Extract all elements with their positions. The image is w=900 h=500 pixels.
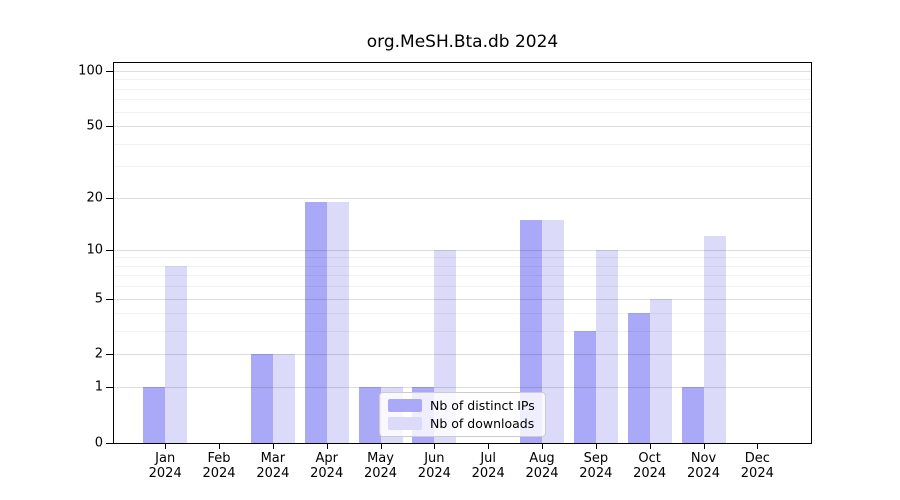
x-tick-mark-aug — [542, 444, 543, 449]
y-tick-label-0: 0 — [94, 435, 103, 451]
x-tick-year: 2024 — [633, 466, 667, 481]
x-tick-label-may: May 2024 — [354, 451, 408, 481]
y-tick-label-50: 50 — [86, 118, 103, 134]
y-tick-label-20: 20 — [86, 190, 103, 206]
x-tick-month: Jul — [480, 451, 497, 466]
legend-item-distinct-ips: Nb of distinct IPs — [388, 398, 537, 413]
x-tick-year: 2024 — [417, 466, 451, 481]
y-tick-mark-2 — [106, 354, 113, 356]
x-tick-label-mar: Mar 2024 — [246, 451, 300, 481]
x-tick-year: 2024 — [579, 466, 613, 481]
bar-nov-downloads — [703, 236, 726, 443]
x-tick-label-jul: Jul 2024 — [461, 451, 515, 481]
y-tick-label-100: 100 — [78, 63, 103, 79]
x-tick-year: 2024 — [471, 466, 505, 481]
x-tick-month: May — [367, 451, 394, 466]
x-tick-label-aug: Aug 2024 — [515, 451, 569, 481]
legend-swatch-distinct-ips-icon — [388, 399, 422, 412]
x-tick-label-jun: Jun 2024 — [407, 451, 461, 481]
x-tick-month: Nov — [690, 451, 717, 466]
y-tick-mark-20 — [106, 197, 113, 199]
x-tick-label-jan: Jan 2024 — [138, 451, 192, 481]
y-tick-mark-100 — [106, 71, 113, 73]
y-tick-mark-1 — [106, 387, 113, 389]
y-tick-mark-10 — [106, 249, 113, 251]
y-tick-label-10: 10 — [86, 242, 103, 258]
bar-apr-distinct-ips — [304, 201, 327, 443]
x-tick-month: Mar — [260, 451, 286, 466]
y-tick-mark-50 — [106, 126, 113, 128]
chart-title: org.MeSH.Bta.db 2024 — [366, 32, 559, 52]
x-tick-label-sep: Sep 2024 — [569, 451, 623, 481]
x-tick-month: Feb — [207, 451, 231, 466]
bar-nov-distinct-ips — [681, 387, 704, 443]
x-tick-month: Dec — [744, 451, 770, 466]
legend-label-downloads: Nb of downloads — [430, 416, 535, 431]
x-tick-year: 2024 — [256, 466, 290, 481]
x-tick-mark-jun — [434, 444, 436, 449]
y-tick-mark-5 — [106, 298, 113, 300]
x-tick-mark-jul — [488, 444, 490, 449]
x-tick-month: Sep — [583, 451, 609, 466]
x-tick-month: Jun — [424, 451, 445, 466]
x-tick-mark-oct — [649, 444, 651, 449]
bar-mar-distinct-ips — [250, 354, 273, 443]
legend: Nb of distinct IPs Nb of downloads — [379, 392, 546, 437]
x-tick-year: 2024 — [525, 466, 559, 481]
x-tick-year: 2024 — [310, 466, 344, 481]
bar-jan-downloads — [165, 265, 188, 443]
plot-area: Nb of distinct IPs Nb of downloads — [113, 62, 812, 444]
legend-item-downloads: Nb of downloads — [388, 416, 537, 431]
x-tick-year: 2024 — [202, 466, 236, 481]
x-tick-month: Jan — [155, 451, 176, 466]
bar-jan-distinct-ips — [143, 387, 166, 443]
y-tick-label-2: 2 — [94, 346, 103, 362]
y-tick-mark-0 — [106, 443, 113, 444]
x-tick-month: Aug — [529, 451, 555, 466]
bar-sep-distinct-ips — [573, 331, 596, 443]
y-tick-label-1: 1 — [94, 379, 103, 395]
y-tick-label-5: 5 — [94, 291, 103, 307]
bar-aug-downloads — [542, 219, 564, 443]
x-tick-year: 2024 — [686, 466, 721, 481]
x-tick-mark-sep — [595, 444, 597, 449]
x-tick-mark-may — [380, 444, 382, 449]
bar-oct-downloads — [649, 298, 672, 443]
x-tick-mark-mar — [272, 444, 274, 449]
x-tick-month: Apr — [315, 451, 338, 466]
x-tick-mark-jan — [165, 444, 167, 449]
x-tick-label-feb: Feb 2024 — [192, 451, 246, 481]
legend-swatch-downloads-icon — [388, 417, 422, 430]
bar-apr-downloads — [326, 201, 349, 443]
legend-label-distinct-ips: Nb of distinct IPs — [430, 398, 535, 413]
x-tick-label-dec: Dec 2024 — [730, 451, 784, 481]
bar-sep-downloads — [595, 249, 618, 443]
x-tick-mark-apr — [326, 444, 328, 449]
x-tick-year: 2024 — [148, 466, 182, 481]
bar-oct-distinct-ips — [627, 313, 650, 443]
x-tick-year: 2024 — [363, 466, 398, 481]
x-tick-mark-feb — [219, 444, 221, 449]
x-tick-label-oct: Oct 2024 — [623, 451, 677, 481]
bar-aug-distinct-ips — [520, 219, 542, 443]
x-tick-mark-dec — [757, 444, 759, 449]
x-tick-month: Oct — [638, 451, 661, 466]
x-tick-label-apr: Apr 2024 — [300, 451, 354, 481]
x-tick-label-nov: Nov 2024 — [677, 451, 731, 481]
x-tick-year: 2024 — [740, 466, 774, 481]
x-tick-mark-nov — [703, 444, 705, 449]
bars-layer — [114, 63, 811, 443]
bar-may-distinct-ips — [358, 387, 381, 443]
bar-mar-downloads — [272, 354, 295, 443]
